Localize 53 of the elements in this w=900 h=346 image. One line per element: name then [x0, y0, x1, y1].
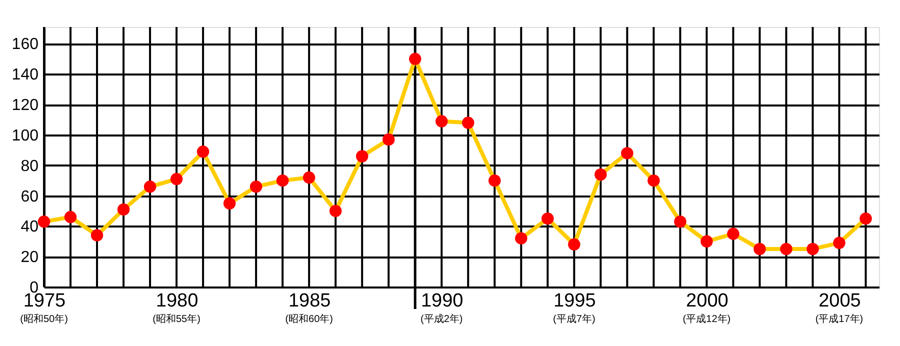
point	[515, 232, 528, 244]
y-tick-label: 160	[12, 36, 39, 54]
x-tick-label: 1980	[156, 290, 198, 312]
text: (平成7年)	[553, 313, 596, 325]
point	[117, 203, 130, 216]
point	[144, 180, 156, 193]
point	[674, 216, 686, 228]
point	[38, 216, 50, 228]
text: (平成17年)	[815, 313, 864, 325]
point	[594, 168, 607, 181]
x-tick-label: 1985	[288, 290, 331, 312]
point	[64, 210, 77, 224]
x-tick-label: 2000	[686, 290, 728, 312]
point	[462, 116, 474, 129]
point	[90, 229, 104, 242]
point	[196, 146, 210, 158]
point	[621, 147, 634, 160]
y-tick-label: 40	[20, 218, 39, 236]
point	[754, 242, 766, 256]
text: (昭和60年)	[285, 313, 333, 325]
point	[542, 212, 554, 225]
point	[382, 133, 395, 146]
point	[860, 212, 872, 225]
y-tick-label: 20	[20, 249, 39, 266]
text: (昭和55年)	[152, 313, 200, 325]
x-tick-label: 1995	[554, 290, 596, 312]
point	[568, 238, 580, 251]
point	[700, 235, 713, 248]
point	[302, 171, 316, 184]
point	[435, 115, 448, 128]
point	[223, 197, 236, 210]
y-tick-label: 140	[12, 66, 39, 84]
text: (平成12年)	[682, 313, 731, 325]
text: (平成2年)	[420, 313, 463, 325]
x-tick-label: 2005	[818, 290, 861, 312]
point	[408, 52, 422, 66]
point	[356, 150, 368, 162]
point	[806, 242, 819, 256]
point	[780, 242, 792, 256]
text: (昭和50年)	[20, 313, 68, 325]
point	[727, 228, 740, 240]
y-tick-label: 100	[12, 127, 39, 144]
x-tick-label: 1990	[420, 290, 464, 312]
point	[648, 174, 660, 187]
point	[170, 172, 183, 186]
y-tick-label: 120	[12, 97, 39, 114]
point	[276, 174, 289, 187]
point	[329, 204, 342, 218]
point	[488, 174, 501, 187]
point	[833, 236, 846, 250]
y-tick-label: 60	[20, 188, 39, 206]
point	[250, 180, 262, 193]
y-tick-label: 80	[20, 158, 39, 175]
